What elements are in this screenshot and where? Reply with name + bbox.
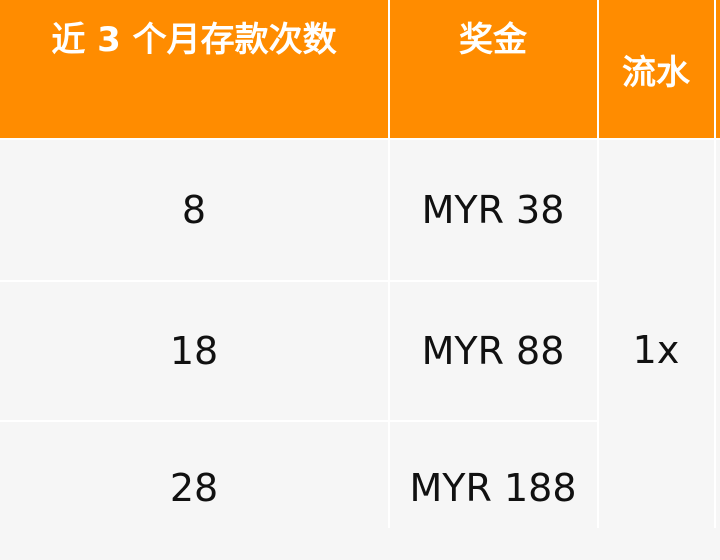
cell-bonus-3: MYR 188 — [389, 422, 597, 554]
cell-bonus-2: MYR 88 — [389, 282, 597, 420]
cell-turnover: 1x — [598, 140, 714, 560]
header-turnover: 流水 — [598, 0, 714, 138]
divider — [0, 280, 597, 282]
divider — [597, 0, 599, 528]
divider — [0, 138, 720, 140]
cell-deposits-3: 28 — [0, 422, 388, 554]
header-extra — [716, 0, 720, 138]
header-label: 奖金 — [459, 20, 527, 60]
cell-deposits-1: 8 — [0, 140, 388, 280]
cell-bonus-1: MYR 38 — [389, 140, 597, 280]
header-bonus: 奖金 — [389, 0, 597, 138]
cell-deposits-2: 18 — [0, 282, 388, 420]
header-label: 流水 — [622, 52, 690, 93]
divider — [388, 0, 390, 528]
divider — [714, 0, 716, 528]
divider — [0, 420, 597, 422]
header-label: 近 3 个月存款次数 — [51, 20, 337, 60]
header-deposit-count: 近 3 个月存款次数 — [0, 0, 388, 138]
